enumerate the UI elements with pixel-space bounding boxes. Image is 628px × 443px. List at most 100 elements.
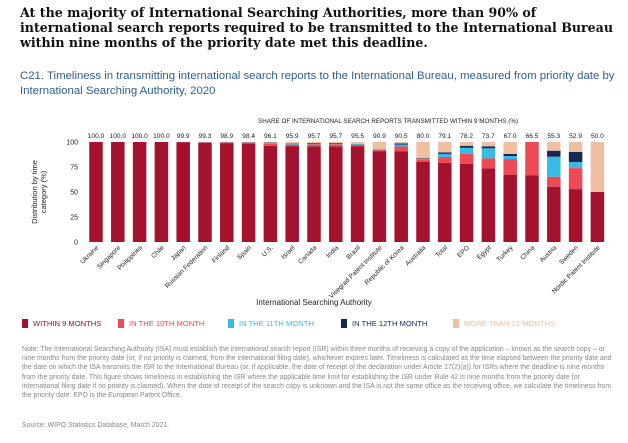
bar-segment	[329, 146, 343, 242]
share-value-label: 90.5	[395, 133, 408, 140]
bar-segment	[416, 142, 430, 159]
bar-segment	[263, 143, 278, 144]
category-label: Turkey	[496, 244, 516, 264]
bar-segment	[481, 146, 496, 149]
bar-segment	[568, 168, 583, 190]
share-value-label: 98.9	[220, 133, 233, 140]
category-label: Sweden	[558, 244, 580, 266]
bar-segment	[438, 142, 452, 153]
share-value-label: 99.3	[199, 133, 212, 140]
share-value-label: 55.3	[547, 133, 560, 140]
legend-item: WITHIN 9 MONTHS	[22, 319, 101, 328]
share-label: SHARE OF INTERNATIONAL SEARCH REPORTS TR…	[258, 118, 519, 125]
bar-segment	[459, 147, 474, 154]
bar-segment	[547, 186, 561, 242]
legend-item: IN THE 11TH MONTH	[228, 319, 314, 328]
bar-segment	[503, 156, 517, 159]
bar-segment	[307, 143, 321, 144]
share-value-label: 50.0	[591, 133, 604, 140]
bar-segment	[547, 142, 561, 151]
bar-segment	[568, 142, 583, 152]
y-tick-label: 75	[70, 165, 78, 172]
bar-segment	[307, 143, 321, 145]
share-value-label: 95.7	[308, 133, 321, 140]
bar-segment	[438, 153, 452, 157]
share-value-label: 100.0	[131, 133, 148, 140]
bar-segment	[481, 142, 496, 147]
category-label: Spain	[236, 244, 253, 261]
share-value-label: 95.7	[329, 133, 342, 140]
share-value-label: 95.5	[351, 133, 364, 140]
bar-segment	[307, 146, 321, 242]
bar-segment	[394, 151, 408, 242]
bar-segment	[285, 146, 299, 242]
bar-segment	[350, 142, 365, 145]
chart-subtitle: C21. Timeliness in transmitting internat…	[20, 70, 615, 97]
bar-segment	[329, 143, 343, 144]
share-value-label: 79.1	[438, 133, 451, 140]
legend-swatch	[22, 319, 28, 328]
bar-segment	[438, 162, 452, 242]
legend-swatch	[341, 319, 347, 328]
category-label: Israel	[280, 244, 297, 261]
chart-source: Source: WIPO Statistics Database, March …	[22, 422, 170, 429]
bar-segment	[241, 143, 256, 242]
category-label: Ukraine	[79, 244, 100, 265]
bar-segment	[176, 142, 190, 242]
bar-segment	[438, 156, 452, 163]
category-label: Canada	[297, 244, 319, 266]
bar-segment	[503, 142, 517, 154]
legend-label: WITHIN 9 MONTHS	[33, 319, 102, 328]
bar-segment	[372, 151, 387, 242]
bar-segment	[394, 142, 408, 144]
share-value-label: 99.9	[177, 133, 190, 140]
category-label: Japan	[170, 244, 188, 262]
share-value-label: 96.1	[264, 133, 277, 140]
bar-segment	[416, 158, 430, 159]
bar-segment	[329, 143, 343, 145]
bar-segment	[481, 168, 496, 242]
bar-segment	[525, 175, 539, 242]
legend-swatch	[453, 319, 459, 328]
bar-segment	[372, 142, 387, 150]
legend-label: IN THE 12TH MONTH	[352, 319, 428, 328]
bar-segment	[547, 150, 561, 157]
y-tick-label: 100	[66, 140, 78, 147]
bar-segment	[503, 159, 517, 175]
bar-segment	[220, 143, 234, 242]
category-label: Russian Federation	[164, 244, 210, 290]
bar-segment	[394, 146, 408, 152]
bar-segment	[329, 144, 343, 147]
bar-segment	[416, 159, 430, 160]
bar-segment	[547, 156, 561, 177]
y-tick-label: 0	[74, 240, 78, 247]
bar-segment	[394, 144, 408, 147]
bar-segment	[459, 163, 474, 242]
bar-segment	[503, 175, 517, 242]
legend-label: MORE THAN 12 MONTHS	[464, 319, 555, 328]
legend-label: IN THE 11TH MONTH	[239, 319, 314, 328]
y-axis-title: Distribution by timecategory (%)	[30, 160, 48, 224]
bar-segment	[590, 192, 605, 242]
bar-segment	[416, 162, 430, 242]
stacked-bar-chart: Distribution by timecategory (%) 0 25 50 75 1…	[30, 133, 605, 300]
bar-segment	[459, 145, 474, 148]
share-value-label: 90.9	[373, 133, 386, 140]
bar-segment	[525, 142, 539, 176]
bar-segment	[241, 142, 256, 144]
bar-segment	[285, 143, 299, 145]
bar-segment	[568, 152, 583, 162]
category-label: Austria	[539, 244, 559, 264]
category-label: India	[325, 244, 340, 259]
bar-segment	[350, 144, 365, 145]
share-value-label: 100.0	[88, 133, 105, 140]
bar-segment	[481, 148, 496, 159]
share-value-label: 52.9	[569, 133, 582, 140]
bar-segment	[416, 160, 430, 162]
bar-segment	[111, 142, 125, 242]
legend-swatch	[118, 319, 124, 328]
category-label: Chile	[150, 244, 166, 260]
legend-label: IN THE 10TH MONTH	[129, 319, 205, 328]
category-label: Egypt	[476, 244, 493, 261]
category-label: U.S.	[261, 244, 275, 258]
